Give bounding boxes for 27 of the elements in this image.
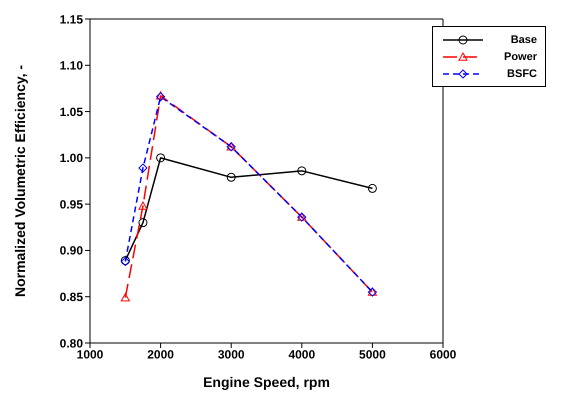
point [297,166,306,176]
point [156,153,166,162]
x-tick-label: 3000 [218,348,245,362]
y-tick-label: 1.15 [60,12,84,26]
x-tick-label: 6000 [430,348,457,362]
y-axis-title: Normalized Volumetric Efficiency, - [12,64,28,298]
point [138,201,148,210]
x-tick-label: 5000 [359,348,386,362]
x-axis-title: Engine Speed, rpm [203,374,330,390]
point [226,172,236,182]
y-tick-label: 0.95 [60,197,84,212]
point [138,164,148,173]
y-tick-label: 1.10 [60,58,84,73]
y-tick-label: 0.85 [60,290,84,304]
legend-label: Power [502,50,537,62]
y-tick-label: 0.80 [60,336,84,350]
x-tick-label: 1000 [76,348,104,362]
point [368,184,377,193]
point [120,293,130,302]
x-tick-label: 4000 [288,348,316,362]
y-tick-label: 0.90 [60,244,84,258]
point [138,218,148,228]
y-tick-label: 1.00 [60,151,84,166]
text: Base [510,34,537,46]
y-tick-label: 1.05 [60,104,84,119]
legend-label: BSFC [506,68,537,80]
x-tick-label: 2000 [147,348,174,362]
